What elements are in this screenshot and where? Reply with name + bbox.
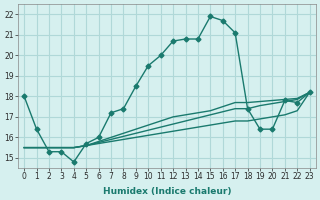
X-axis label: Humidex (Indice chaleur): Humidex (Indice chaleur): [103, 187, 231, 196]
